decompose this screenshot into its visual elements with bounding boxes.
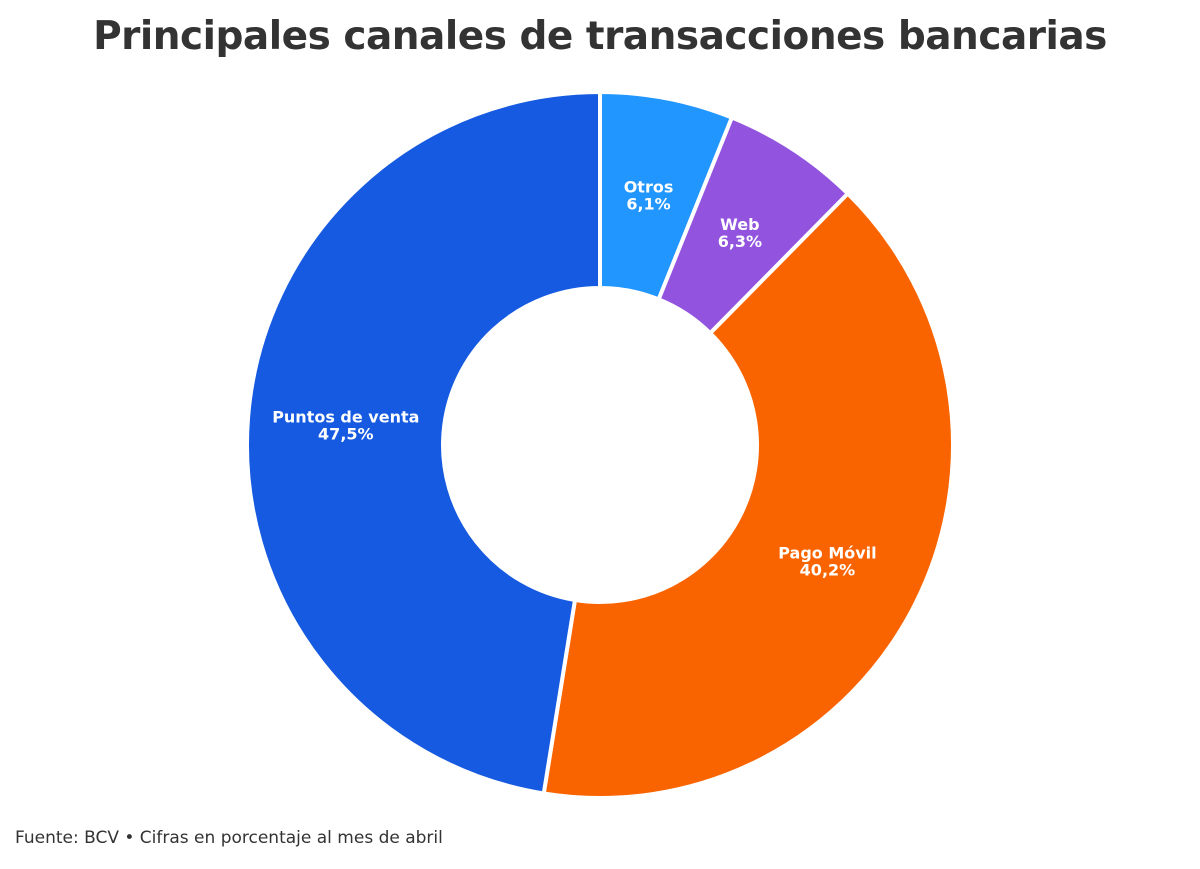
slice-value: 47,5% bbox=[318, 425, 374, 444]
slice-value: 40,2% bbox=[800, 560, 856, 579]
chart-title: Principales canales de transacciones ban… bbox=[93, 14, 1107, 59]
slice-label-pago-movil: Pago Móvil 40,2% bbox=[778, 543, 876, 579]
slice-name: Web bbox=[720, 215, 759, 234]
slice-value: 6,3% bbox=[718, 232, 762, 251]
slice-name: Puntos de venta bbox=[272, 408, 419, 427]
donut-labels: Otros 6,1% Web 6,3% Pago Móvil 40,2% Puntos de… bbox=[272, 178, 876, 580]
slice-label-puntos-de-venta: Puntos de venta 47,5% bbox=[272, 408, 419, 444]
source-note: Fuente: BCV • Cifras en porcentaje al me… bbox=[15, 828, 443, 848]
donut-slices bbox=[245, 90, 955, 800]
slice-value: 6,1% bbox=[626, 195, 670, 214]
slice-label-web: Web 6,3% bbox=[718, 215, 762, 251]
slice-label-otros: Otros 6,1% bbox=[624, 178, 674, 214]
slice-puntos-de-venta bbox=[245, 90, 602, 796]
slice-name: Pago Móvil bbox=[778, 543, 876, 562]
slice-pago-movil bbox=[541, 191, 955, 800]
slice-name: Otros bbox=[624, 178, 674, 197]
